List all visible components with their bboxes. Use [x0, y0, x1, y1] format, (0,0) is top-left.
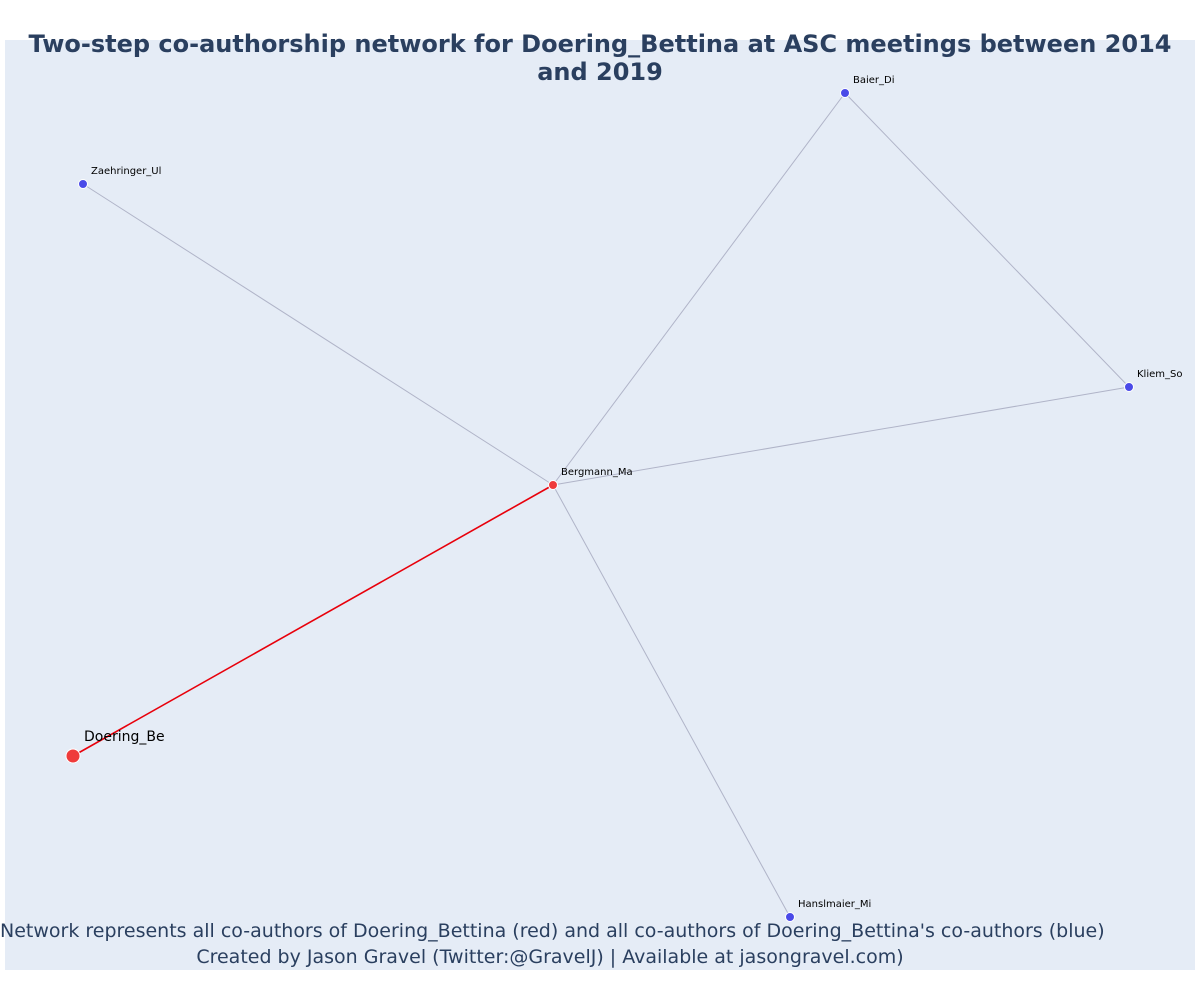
node-label-Baier_Di: Baier_Di — [853, 75, 895, 86]
caption-line-1: Network represents all co-authors of Doe… — [0, 920, 1105, 942]
labels-layer: Doering_Be Bergmann_Ma Baier_Di Zaehringer_… — [84, 75, 1182, 910]
node-label-Kliem_So: Kliem_So — [1137, 369, 1182, 380]
node-Baier_Di[interactable] — [840, 88, 850, 98]
node-Bergmann_Ma[interactable] — [548, 480, 558, 490]
node-Kliem_So[interactable] — [1124, 382, 1134, 392]
node-Doering_Be[interactable] — [65, 748, 81, 764]
edge-Bergmann_Ma-Baier_Di — [552, 92, 846, 486]
caption-line-2: Created by Jason Gravel (Twitter:@Gravel… — [196, 946, 904, 968]
caption: Network represents all co-authors of Doe… — [0, 918, 1105, 970]
node-label-Bergmann_Ma: Bergmann_Ma — [561, 467, 633, 478]
edge-Bergmann_Ma-Zaehringer_Ul — [82, 183, 554, 486]
edge-Bergmann_Ma-Hanslmaier_Mi — [552, 484, 791, 918]
node-label-Hanslmaier_Mi: Hanslmaier_Mi — [798, 899, 871, 910]
node-label-Zaehringer_Ul: Zaehringer_Ul — [91, 166, 161, 177]
nodes-layer — [65, 88, 1134, 922]
node-Zaehringer_Ul[interactable] — [78, 179, 88, 189]
edge-Bergmann_Ma-Kliem_So — [552, 386, 1130, 486]
node-Hanslmaier_Mi[interactable] — [785, 912, 795, 922]
edge-Doering_Be-Bergmann_Ma — [72, 484, 554, 757]
plot-area — [5, 40, 1195, 970]
chart-title: Two-step co-authorship network for Doeri… — [28, 30, 1172, 86]
node-label-Doering_Be: Doering_Be — [84, 729, 165, 745]
edges-layer — [72, 92, 1130, 918]
edge-Baier_Di-Kliem_So — [844, 92, 1130, 388]
